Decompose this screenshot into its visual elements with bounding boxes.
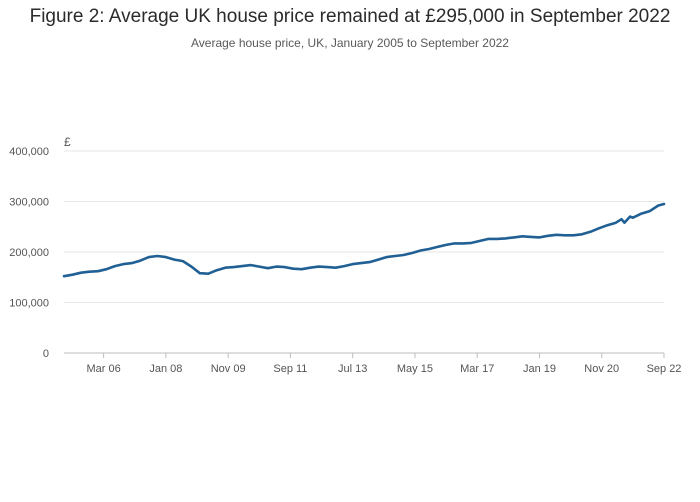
chart-subtitle: Average house price, UK, January 2005 to…	[191, 36, 509, 50]
x-tick-label: Mar 06	[86, 363, 120, 375]
y-tick-label: 300,000	[9, 197, 49, 209]
x-tick-label: Sep 11	[273, 363, 307, 375]
y-tick-label: 100,000	[9, 298, 49, 310]
x-tick-label: Jan 08	[149, 363, 182, 375]
x-tick-label: Jul 13	[338, 363, 367, 375]
x-tick-label: Nov 20	[584, 363, 619, 375]
y-tick-label: 0	[43, 348, 49, 360]
grid-lines	[64, 150, 664, 354]
series-line-average-house-price	[62, 202, 666, 278]
y-tick-label: 400,000	[9, 146, 49, 158]
x-tick-label: Mar 17	[460, 363, 494, 375]
y-tick-label: 200,000	[9, 247, 49, 259]
x-tick-label: Jan 19	[523, 363, 556, 375]
x-tick-label: Nov 09	[211, 363, 246, 375]
x-tick-label: May 15	[397, 363, 433, 375]
chart-title: Figure 2: Average UK house price remaine…	[29, 6, 671, 27]
y-axis: 0 100,000 200,000 300,000 400,000	[9, 146, 49, 360]
x-tick-label: Sep 22	[647, 363, 682, 375]
x-axis: Mar 06 Jan 08 Nov 09 Sep 11 Jul 13 May 15 Mar …	[86, 353, 681, 375]
y-unit-label: £	[64, 135, 71, 149]
